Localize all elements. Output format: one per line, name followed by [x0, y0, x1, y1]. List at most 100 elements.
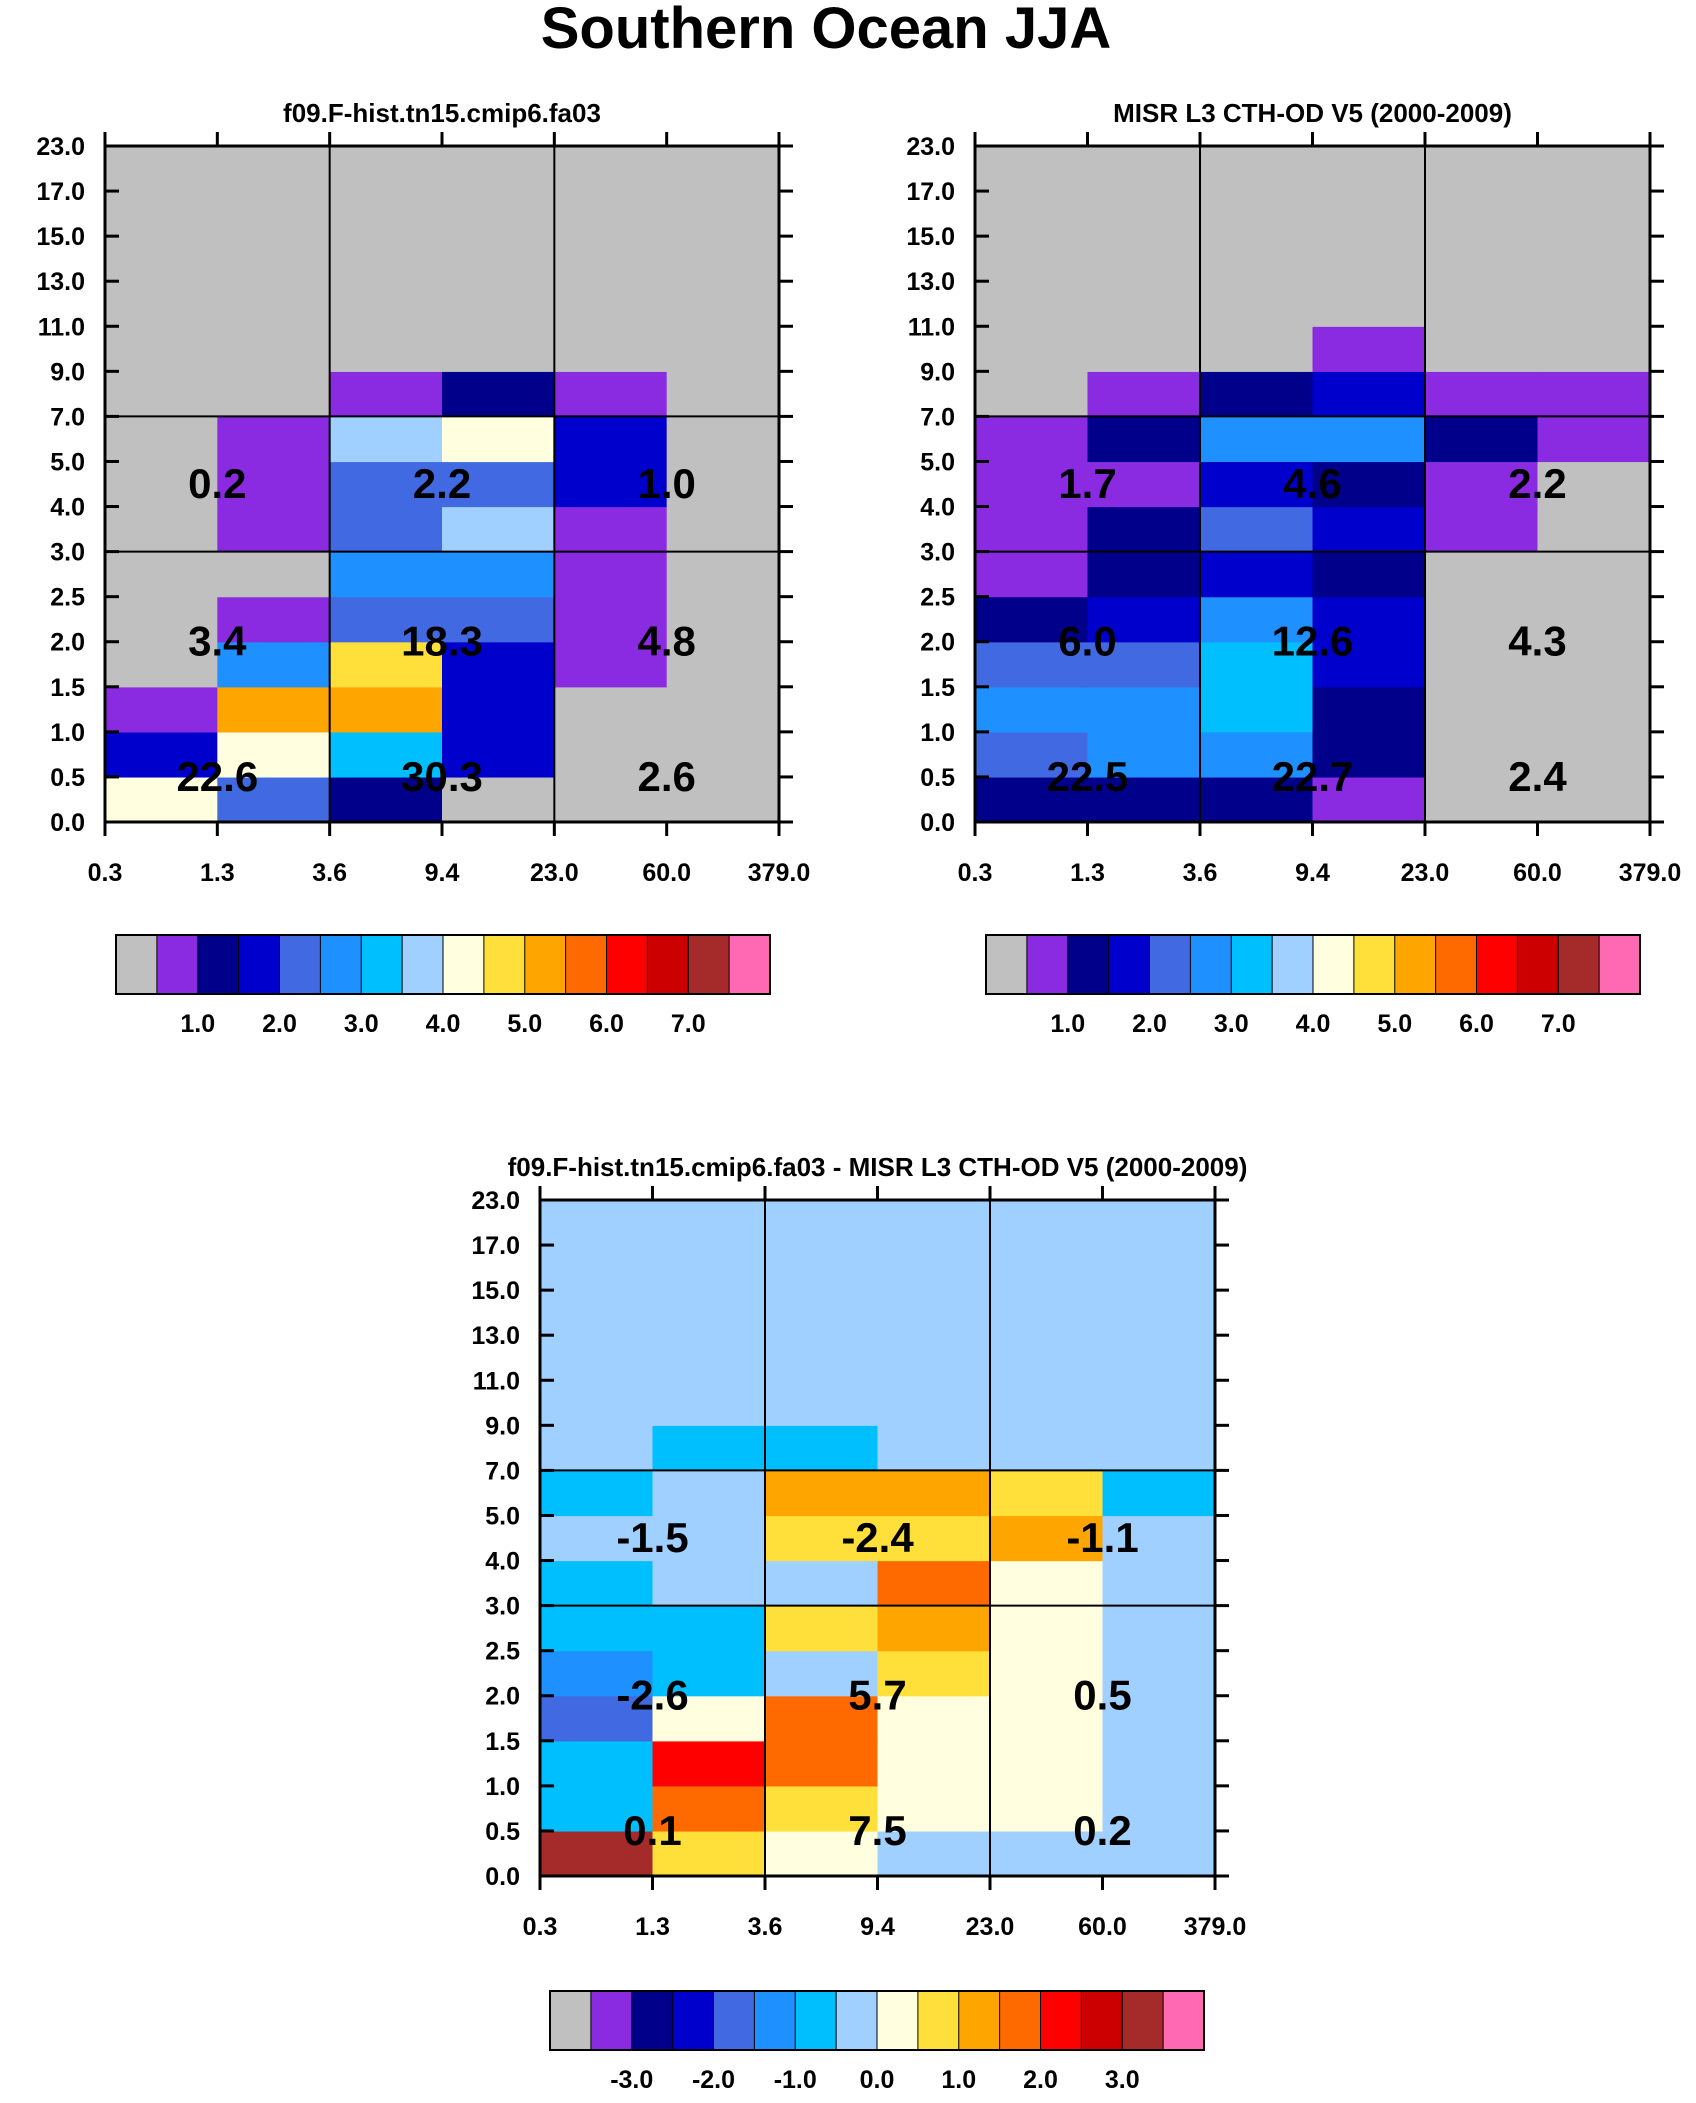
heatmap-cell [1200, 461, 1314, 508]
heatmap-cell [666, 416, 780, 463]
y-tick-label: 9.0 [920, 358, 955, 386]
heatmap-cell [1200, 731, 1314, 778]
y-tick-label: 13.0 [36, 268, 85, 296]
heatmap-cell [217, 281, 331, 327]
y-tick-label: 2.0 [50, 629, 85, 657]
page-title: Southern Ocean JJA [541, 0, 1111, 61]
heatmap-cell [877, 1785, 991, 1832]
x-tick-label: 3.6 [1183, 859, 1218, 887]
heatmap-cell [540, 1200, 654, 1246]
y-tick-label: 15.0 [471, 1277, 520, 1305]
heatmap-cell [652, 1605, 766, 1652]
heatmap-cell [1425, 506, 1539, 553]
heatmap-cell [1102, 1425, 1216, 1471]
y-tick-label: 11.0 [908, 313, 955, 341]
heatmap-cell [666, 596, 780, 643]
heatmap-cell [877, 1695, 991, 1742]
heatmap-cell [666, 146, 780, 192]
heatmap-cell [217, 686, 331, 733]
y-tick-label: 7.0 [485, 1457, 520, 1485]
heatmap-cell [990, 1290, 1104, 1336]
heatmap-cell [1312, 281, 1426, 327]
heatmap-cell [975, 776, 1089, 823]
heatmap-cell [540, 1830, 654, 1877]
heatmap-cell [765, 1470, 879, 1517]
heatmap-cell [652, 1335, 766, 1381]
x-tick-label: 23.0 [530, 859, 579, 887]
heatmap-cell [1087, 506, 1201, 553]
x-tick-label: 9.4 [860, 1913, 895, 1941]
colorbar-swatch [999, 1990, 1042, 2051]
colorbar-label: 1.0 [1050, 1010, 1085, 1038]
heatmap-cell [554, 596, 668, 643]
colorbar-swatch [958, 1990, 1001, 2051]
heatmap-cell [329, 641, 443, 688]
y-tick-label: 23.0 [471, 1187, 520, 1215]
heatmap-cell [329, 191, 443, 237]
x-tick-label: 3.6 [748, 1913, 783, 1941]
y-tick-label: 2.5 [920, 584, 955, 612]
heatmap-cell [329, 281, 443, 327]
heatmap-cell [765, 1245, 879, 1291]
heatmap-cell [1200, 686, 1314, 733]
colorbar-label: -1.0 [774, 2066, 817, 2094]
heatmap-cell [652, 1290, 766, 1336]
y-tick-label: 15.0 [906, 223, 955, 251]
region-total-mid: -2.6 [616, 1672, 688, 1719]
y-tick-label: 1.0 [920, 719, 955, 747]
heatmap-cell [666, 326, 780, 372]
heatmap-cell [1312, 776, 1426, 823]
colorbar-label: 2.0 [262, 1010, 297, 1038]
colorbar-label: 4.0 [1296, 1010, 1331, 1038]
y-tick-label: 0.5 [920, 764, 955, 792]
colorbar-swatch [1108, 934, 1151, 995]
colorbar-swatch [606, 934, 649, 995]
heatmap-cell [666, 461, 780, 508]
colorbar-label: 2.0 [1023, 2066, 1058, 2094]
heatmap-cell [329, 461, 443, 508]
y-tick-label: 1.5 [485, 1728, 520, 1756]
heatmap-cell [877, 1560, 991, 1607]
heatmap-cell [975, 281, 1089, 327]
heatmap-cell [554, 506, 668, 553]
heatmap-cell [1102, 1380, 1216, 1426]
heatmap-cell [1087, 731, 1201, 778]
colorbar-swatch [115, 934, 158, 995]
y-tick-label: 4.0 [50, 494, 85, 522]
heatmap-cell [1312, 191, 1426, 237]
heatmap-cell [442, 641, 555, 688]
colorbar-label: 6.0 [589, 1010, 624, 1038]
region-total-high: 4.6 [1283, 460, 1341, 507]
heatmap-cell [1537, 371, 1651, 417]
x-tick-label: 1.3 [635, 1913, 670, 1941]
heatmap-cell [666, 236, 780, 282]
heatmap-cell [217, 731, 331, 778]
heatmap-cell [217, 146, 331, 192]
region-total-high: 1.0 [637, 460, 695, 507]
x-tick-label: 23.0 [1401, 859, 1450, 887]
y-tick-label: 0.0 [485, 1863, 520, 1891]
heatmap-cell [975, 236, 1089, 282]
heatmap-cell [990, 1695, 1104, 1742]
colorbar-swatch [565, 934, 608, 995]
heatmap-cell [1102, 1605, 1216, 1652]
y-tick-label: 11.0 [473, 1367, 520, 1395]
x-tick-label: 9.4 [1295, 859, 1330, 887]
heatmap-cell [1537, 326, 1651, 372]
colorbar-swatch [835, 1990, 878, 2051]
heatmap-cell [1102, 1785, 1216, 1832]
region-total-low: 30.3 [401, 753, 483, 800]
heatmap-cell [217, 776, 331, 823]
heatmap-cell [1102, 1245, 1216, 1291]
region-total-low: 7.5 [848, 1807, 906, 1854]
colorbar-frame [549, 1990, 1205, 2051]
heatmap-cell [554, 416, 668, 463]
heatmap-cell [765, 1605, 879, 1652]
chart-panel-model: f09.F-hist.tn15.cmip6.fa03 0.0 0.5 1.0 1.5 2.… [36, 98, 810, 1038]
heatmap-cell [1102, 1650, 1216, 1697]
colorbar-label: 3.0 [1105, 2066, 1140, 2094]
colorbar-swatch [156, 934, 199, 995]
heatmap-cell [1312, 236, 1426, 282]
heatmap-cell [1425, 146, 1539, 192]
colorbar-swatch [876, 1990, 919, 2051]
